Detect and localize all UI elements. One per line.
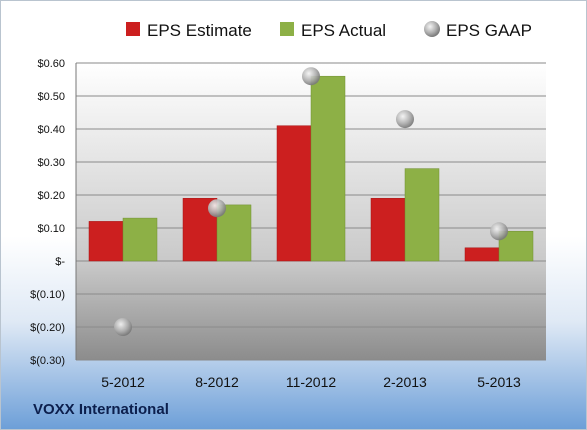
x-tick-label: 11-2012: [286, 374, 337, 390]
eps-estimate-bar: [276, 125, 312, 262]
y-tick-label: $0.30: [37, 157, 65, 169]
eps-actual-bar: [310, 75, 346, 262]
eps-estimate-bar: [370, 198, 406, 262]
company-name: VOXX International: [33, 401, 169, 418]
legend-swatch: [424, 21, 440, 37]
y-tick-label: $0.20: [37, 190, 65, 202]
y-tick-label: $-: [55, 256, 65, 268]
y-tick-label: $(0.30): [30, 355, 65, 367]
x-tick-label: 2-2013: [383, 374, 427, 390]
eps-gaap-marker: [208, 199, 226, 218]
x-tick-label: 5-2013: [477, 374, 521, 390]
y-tick-label: $(0.20): [30, 322, 65, 334]
y-tick-label: $(0.10): [30, 289, 65, 301]
x-tick-label: 5-2012: [101, 374, 145, 390]
y-tick-label: $0.10: [37, 223, 65, 235]
legend-swatch: [126, 22, 140, 36]
y-tick-label: $0.60: [37, 58, 65, 70]
legend-label: EPS GAAP: [446, 21, 532, 40]
eps-gaap-marker: [302, 67, 320, 86]
x-tick-label: 8-2012: [195, 374, 239, 390]
eps-actual-bar: [404, 168, 440, 262]
y-tick-label: $0.40: [37, 124, 65, 136]
eps-actual-bar: [122, 217, 158, 262]
eps-actual-bar: [216, 204, 252, 262]
legend-swatch: [280, 22, 294, 36]
y-tick-label: $0.50: [37, 91, 65, 103]
eps-gaap-marker: [396, 110, 414, 129]
eps-gaap-marker: [490, 222, 508, 241]
eps-estimate-bar: [88, 221, 124, 262]
legend-label: EPS Estimate: [147, 21, 252, 40]
legend-label: EPS Actual: [301, 21, 386, 40]
eps-estimate-bar: [464, 247, 500, 262]
eps-gaap-marker: [114, 318, 132, 336]
